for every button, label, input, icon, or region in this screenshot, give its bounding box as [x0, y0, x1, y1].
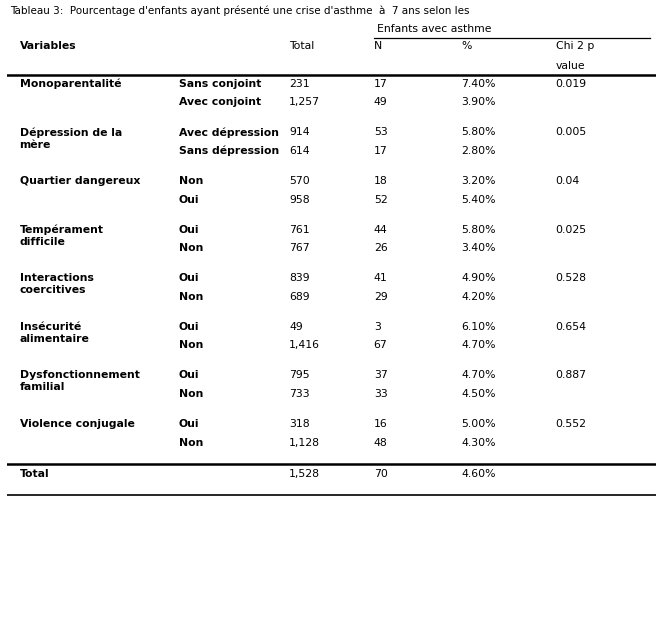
- Text: 4.90%: 4.90%: [461, 273, 496, 283]
- Text: 839: 839: [289, 273, 310, 283]
- Text: 767: 767: [289, 243, 310, 253]
- Text: Oui: Oui: [179, 195, 200, 205]
- Text: 761: 761: [289, 225, 310, 235]
- Text: 4.20%: 4.20%: [461, 292, 496, 302]
- Text: Oui: Oui: [179, 419, 200, 429]
- Text: Oui: Oui: [179, 273, 200, 283]
- Text: 17: 17: [374, 79, 387, 88]
- Text: 1,528: 1,528: [289, 469, 320, 479]
- Text: 1,128: 1,128: [289, 438, 320, 448]
- Text: 0.025: 0.025: [556, 225, 587, 235]
- Text: 0.654: 0.654: [556, 322, 587, 332]
- Text: Non: Non: [179, 389, 203, 399]
- Text: 48: 48: [374, 438, 387, 448]
- Text: value: value: [556, 60, 585, 71]
- Text: Non: Non: [179, 243, 203, 253]
- Text: 0.528: 0.528: [556, 273, 587, 283]
- Text: 3.40%: 3.40%: [461, 243, 496, 253]
- Text: 5.40%: 5.40%: [461, 195, 496, 205]
- Text: 318: 318: [289, 419, 310, 429]
- Text: Violence conjugale: Violence conjugale: [20, 419, 135, 429]
- Text: Non: Non: [179, 292, 203, 302]
- Text: 0.552: 0.552: [556, 419, 587, 429]
- Text: 52: 52: [374, 195, 387, 205]
- Text: Oui: Oui: [179, 322, 200, 332]
- Text: 689: 689: [289, 292, 310, 302]
- Text: Total: Total: [20, 469, 49, 479]
- Text: Dysfonctionnement
familial: Dysfonctionnement familial: [20, 370, 139, 392]
- Text: 733: 733: [289, 389, 310, 399]
- Text: 67: 67: [374, 340, 387, 350]
- Text: Avec dépression: Avec dépression: [179, 127, 279, 138]
- Text: 4.50%: 4.50%: [461, 389, 496, 399]
- Text: 0.019: 0.019: [556, 79, 587, 88]
- Text: 4.60%: 4.60%: [461, 469, 496, 479]
- Text: 3.90%: 3.90%: [461, 97, 496, 107]
- Text: 570: 570: [289, 176, 310, 186]
- Text: Enfants avec asthme: Enfants avec asthme: [377, 24, 491, 34]
- Text: 29: 29: [374, 292, 387, 302]
- Text: Dépression de la
mère: Dépression de la mère: [20, 127, 122, 149]
- Text: 4.70%: 4.70%: [461, 340, 496, 350]
- Text: 37: 37: [374, 370, 387, 380]
- Text: 5.80%: 5.80%: [461, 225, 496, 235]
- Text: 231: 231: [289, 79, 310, 88]
- Text: 18: 18: [374, 176, 387, 186]
- Text: 5.00%: 5.00%: [461, 419, 496, 429]
- Text: 3.20%: 3.20%: [461, 176, 496, 186]
- Text: Interactions
coercitives: Interactions coercitives: [20, 273, 93, 295]
- Text: Non: Non: [179, 438, 203, 448]
- Text: 614: 614: [289, 146, 310, 156]
- Text: 41: 41: [374, 273, 387, 283]
- Text: Variables: Variables: [20, 41, 76, 51]
- Text: 5.80%: 5.80%: [461, 127, 496, 137]
- Text: 0.005: 0.005: [556, 127, 587, 137]
- Text: Sans dépression: Sans dépression: [179, 146, 279, 156]
- Text: Sans conjoint: Sans conjoint: [179, 79, 261, 88]
- Text: 44: 44: [374, 225, 387, 235]
- Text: 26: 26: [374, 243, 387, 253]
- Text: 0.04: 0.04: [556, 176, 580, 186]
- Text: 914: 914: [289, 127, 310, 137]
- Text: %: %: [461, 41, 472, 51]
- Text: Non: Non: [179, 340, 203, 350]
- Text: 16: 16: [374, 419, 387, 429]
- Text: 795: 795: [289, 370, 310, 380]
- Text: Insécurité
alimentaire: Insécurité alimentaire: [20, 322, 90, 343]
- Text: 958: 958: [289, 195, 310, 205]
- Text: Oui: Oui: [179, 225, 200, 235]
- Text: 7.40%: 7.40%: [461, 79, 496, 88]
- Text: 1,257: 1,257: [289, 97, 320, 107]
- Text: Tempérament
difficile: Tempérament difficile: [20, 225, 103, 247]
- Text: 4.70%: 4.70%: [461, 370, 496, 380]
- Text: 53: 53: [374, 127, 387, 137]
- Text: Non: Non: [179, 176, 203, 186]
- Text: Oui: Oui: [179, 370, 200, 380]
- Text: 2.80%: 2.80%: [461, 146, 496, 156]
- Text: Total: Total: [289, 41, 314, 51]
- Text: Tableau 3:  Pourcentage d'enfants ayant présenté une crise d'asthme  à  7 ans se: Tableau 3: Pourcentage d'enfants ayant p…: [10, 5, 469, 16]
- Text: Chi 2 p: Chi 2 p: [556, 41, 594, 51]
- Text: N: N: [374, 41, 382, 51]
- Text: 17: 17: [374, 146, 387, 156]
- Text: Monoparentalité: Monoparentalité: [20, 79, 121, 89]
- Text: 3: 3: [374, 322, 381, 332]
- Text: 1,416: 1,416: [289, 340, 320, 350]
- Text: 49: 49: [374, 97, 387, 107]
- Text: Quartier dangereux: Quartier dangereux: [20, 176, 140, 186]
- Text: Avec conjoint: Avec conjoint: [179, 97, 261, 107]
- Text: 6.10%: 6.10%: [461, 322, 496, 332]
- Text: 0.887: 0.887: [556, 370, 587, 380]
- Text: 49: 49: [289, 322, 303, 332]
- Text: 70: 70: [374, 469, 388, 479]
- Text: 33: 33: [374, 389, 387, 399]
- Text: 4.30%: 4.30%: [461, 438, 496, 448]
